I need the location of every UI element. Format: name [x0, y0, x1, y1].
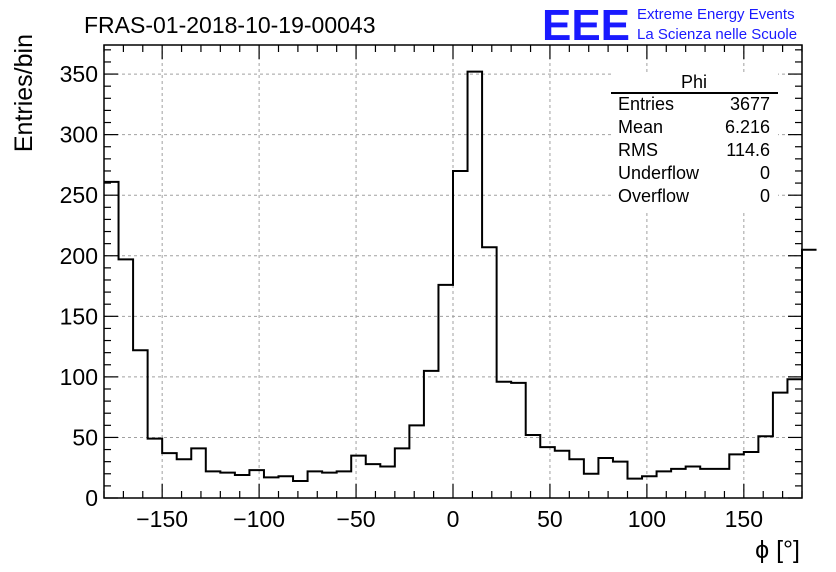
x-tick-labels: −150 −100 −50 0 50 100 150	[136, 506, 763, 532]
x-tick-label: −100	[233, 506, 285, 532]
y-tick-label: 0	[85, 485, 98, 511]
x-tick-label: 100	[628, 506, 666, 532]
stats-row: RMS 114.6	[618, 140, 770, 160]
y-tick-label: 200	[60, 243, 98, 269]
stats-row: Underflow 0	[618, 163, 770, 183]
y-tick-label: 50	[72, 424, 98, 450]
eee-logo: EEE Extreme Energy Events La Scienza nel…	[542, 1, 797, 50]
stats-value-rms: 114.6	[726, 140, 770, 160]
stats-value-overflow: 0	[760, 186, 770, 206]
y-tick-label: 350	[60, 61, 98, 87]
stats-row: Mean 6.216	[618, 117, 770, 137]
stats-row: Entries 3677	[618, 94, 770, 114]
x-tick-label: −150	[136, 506, 188, 532]
y-tick-label: 300	[60, 122, 98, 148]
stats-label-rms: RMS	[618, 140, 658, 160]
x-tick-label: 50	[537, 506, 563, 532]
logo-mark: EEE	[542, 1, 630, 50]
stats-label-entries: Entries	[618, 94, 674, 114]
stats-box-background	[611, 72, 778, 210]
y-tick-labels: 0 50 100 150 200 250 300 350	[60, 61, 98, 511]
x-tick-label: 0	[447, 506, 460, 532]
histogram-series	[104, 70, 817, 483]
logo-line1: Extreme Energy Events	[637, 6, 795, 23]
stats-box-title: Phi	[681, 72, 707, 92]
stats-label-mean: Mean	[618, 117, 663, 137]
y-axis-label: Entries/bin	[10, 34, 38, 152]
stats-box: Phi Entries 3677 Mean 6.216 RMS 114.6 Un…	[611, 72, 778, 210]
x-tick-label: −50	[337, 506, 376, 532]
y-tick-label: 100	[60, 364, 98, 390]
x-tick-label: 150	[725, 506, 763, 532]
y-tick-label: 150	[60, 303, 98, 329]
stats-label-underflow: Underflow	[618, 163, 700, 183]
stats-label-overflow: Overflow	[618, 186, 690, 206]
stats-value-entries: 3677	[730, 94, 770, 114]
stats-row: Overflow 0	[618, 186, 770, 206]
y-tick-label: 250	[60, 182, 98, 208]
chart-title: FRAS-01-2018-10-19-00043	[84, 12, 376, 38]
axis-ticks	[103, 45, 803, 499]
stats-value-mean: 6.216	[725, 117, 770, 137]
stats-value-underflow: 0	[760, 163, 770, 183]
x-axis-label: ϕ [°]	[755, 536, 800, 564]
logo-line2: La Scienza nelle Scuole	[637, 26, 797, 43]
